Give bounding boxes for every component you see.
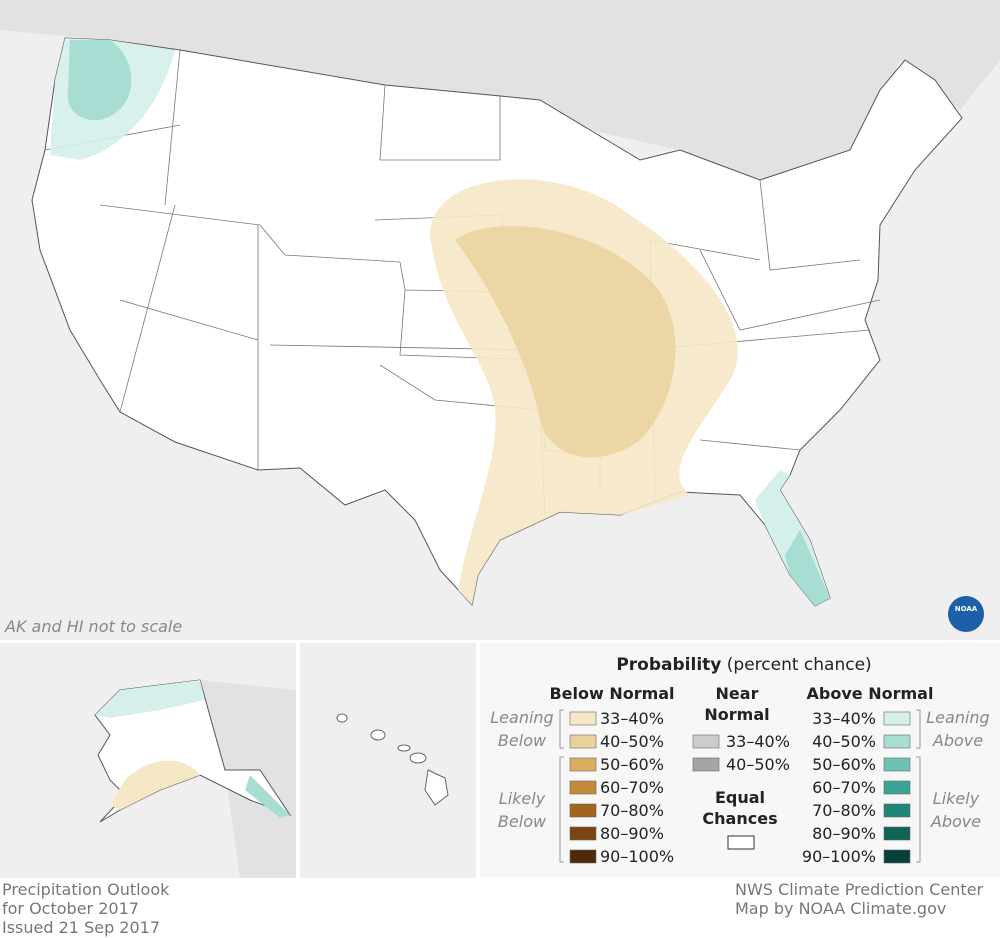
legend-swatch xyxy=(883,711,911,726)
legend-label: 40–50% xyxy=(812,732,876,751)
legend-label: 50–60% xyxy=(600,755,664,774)
legend-label: 40–50% xyxy=(726,755,790,774)
side-label: Below xyxy=(498,731,547,750)
near-heading: Near xyxy=(716,684,759,703)
side-label: Above xyxy=(932,731,983,750)
side-label: Leaning xyxy=(490,708,553,727)
side-label: Above xyxy=(930,812,981,831)
legend-swatch xyxy=(569,826,597,841)
legend-swatch xyxy=(692,757,720,772)
legend-swatch xyxy=(569,780,597,795)
legend-label: 70–80% xyxy=(600,801,664,820)
legend-swatch xyxy=(883,757,911,772)
legend-label: 90–100% xyxy=(802,847,876,866)
legend-swatch xyxy=(883,803,911,818)
legend-label: 60–70% xyxy=(600,778,664,797)
below-heading: Below Normal xyxy=(549,684,674,703)
footer-left: for October 2017 xyxy=(2,899,139,918)
scale-note: AK and HI not to scale xyxy=(4,617,182,636)
alaska-se-above xyxy=(245,775,290,818)
legend-swatch xyxy=(569,849,597,864)
hawaii-islands xyxy=(336,713,449,806)
canada xyxy=(0,0,1000,180)
alaska-above xyxy=(95,680,205,718)
alaska-below xyxy=(110,760,200,810)
side-label: Leaning xyxy=(926,708,989,727)
legend-label: 33–40% xyxy=(812,709,876,728)
footer-right: Map by NOAA Climate.gov xyxy=(735,899,946,918)
legend-label: 60–70% xyxy=(812,778,876,797)
footer-right: NWS Climate Prediction Center xyxy=(735,880,984,899)
legend-title: Probability (percent chance) xyxy=(616,655,871,675)
side-label: Below xyxy=(498,812,547,831)
equal-swatch xyxy=(727,835,755,850)
legend-label: 90–100% xyxy=(600,847,674,866)
below-leaning-core xyxy=(455,225,676,458)
legend-subtitle: (percent chance) xyxy=(727,655,872,675)
hawaii-panel xyxy=(300,643,476,878)
near-heading: Normal xyxy=(704,705,769,724)
legend-swatch xyxy=(883,849,911,864)
side-label: Likely xyxy=(933,789,980,808)
equal-heading: Equal xyxy=(715,788,765,807)
legend-label: 33–40% xyxy=(600,709,664,728)
legend-swatch xyxy=(569,711,597,726)
legend-label: 40–50% xyxy=(600,732,664,751)
equal-heading: Chances xyxy=(702,809,777,828)
legend-label: 70–80% xyxy=(812,801,876,820)
legend-swatch xyxy=(883,734,911,749)
legend-label: 50–60% xyxy=(812,755,876,774)
footer-left: Precipitation Outlook xyxy=(2,880,170,899)
legend-title-main: Probability xyxy=(616,655,721,675)
legend-swatch xyxy=(569,734,597,749)
legend-label: 33–40% xyxy=(726,732,790,751)
noaa-logo xyxy=(948,596,984,632)
legend-swatch xyxy=(569,757,597,772)
noaa-logo-text: NOAA xyxy=(955,605,978,613)
legend-swatch xyxy=(692,734,720,749)
legend-swatch xyxy=(883,826,911,841)
above-core-fl xyxy=(785,530,830,606)
brackets xyxy=(559,709,921,863)
legend-label: 80–90% xyxy=(600,824,664,843)
footer-left: Issued 21 Sep 2017 xyxy=(2,918,160,937)
legend-items: 33–40% 40–50% 50–60% 60–70% 70–80% 80–90% 90–1… xyxy=(569,709,911,866)
above-heading: Above Normal xyxy=(807,684,934,703)
side-label: Likely xyxy=(499,789,546,808)
above-core-nw xyxy=(67,40,132,121)
legend-swatch xyxy=(883,780,911,795)
legend-swatch xyxy=(569,803,597,818)
legend-label: 80–90% xyxy=(812,824,876,843)
